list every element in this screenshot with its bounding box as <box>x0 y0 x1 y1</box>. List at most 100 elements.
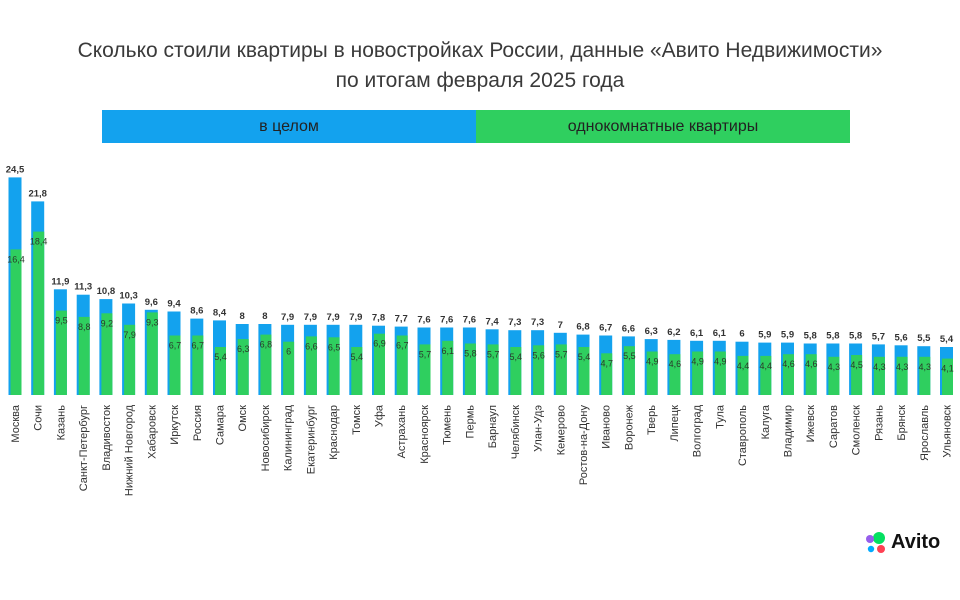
label-one-room-23: 5,6 <box>532 350 545 360</box>
label-one-room-36: 4,3 <box>828 362 841 372</box>
label-one-room-35: 4,6 <box>805 359 818 369</box>
category-label-15: Томск <box>351 405 363 435</box>
label-one-room-1: 18,4 <box>30 237 48 247</box>
category-label-25: Ростов-на-Дону <box>578 405 590 486</box>
bar-one-room-16 <box>374 333 385 395</box>
label-all-1: 21,8 <box>28 188 47 199</box>
bar-one-room-28 <box>646 351 658 395</box>
bar-one-room-14 <box>328 337 340 395</box>
label-all-18: 7,6 <box>417 315 430 326</box>
category-label-21: Барнаул <box>487 405 499 448</box>
label-one-room-15: 5,4 <box>351 352 364 362</box>
label-one-room-10: 6,3 <box>237 344 250 354</box>
label-all-11: 8 <box>262 311 267 322</box>
bar-one-room-27 <box>623 346 635 395</box>
bar-one-room-13 <box>305 336 317 395</box>
category-label-6: Хабаровск <box>146 405 158 459</box>
category-label-3: Санкт-Петербург <box>78 405 90 491</box>
bar-one-room-18 <box>419 344 431 395</box>
label-all-25: 6,8 <box>576 322 589 333</box>
bar-one-room-7 <box>169 335 181 395</box>
label-all-24: 7 <box>558 320 563 331</box>
category-label-7: Иркутск <box>169 405 181 445</box>
label-all-7: 9,4 <box>167 299 181 310</box>
label-one-room-2: 9,5 <box>55 316 68 326</box>
label-all-39: 5,6 <box>894 332 907 343</box>
bar-one-room-38 <box>873 356 885 395</box>
category-label-8: Россия <box>192 405 204 441</box>
label-one-room-37: 4,5 <box>850 360 863 370</box>
label-one-room-16: 6,9 <box>373 339 386 349</box>
category-label-33: Калуга <box>760 404 772 439</box>
category-label-41: Ульяновск <box>942 405 954 458</box>
category-label-36: Саратов <box>828 405 840 448</box>
bar-one-room-17 <box>396 335 408 395</box>
label-one-room-30: 4,9 <box>691 357 704 367</box>
label-all-13: 7,9 <box>304 312 317 323</box>
label-one-room-20: 5,8 <box>464 349 477 359</box>
bar-one-room-20 <box>464 343 476 395</box>
category-label-0: Москва <box>10 404 22 442</box>
bar-one-room-5 <box>124 324 136 395</box>
label-one-room-5: 7,9 <box>123 330 136 340</box>
bar-one-room-12 <box>283 341 295 395</box>
category-label-16: Уфа <box>374 404 386 427</box>
label-all-30: 6,1 <box>690 328 704 339</box>
label-one-room-6: 9,3 <box>146 317 159 327</box>
label-all-36: 5,8 <box>826 331 839 342</box>
label-one-room-26: 4,7 <box>600 358 613 368</box>
label-one-room-27: 5,5 <box>623 351 636 361</box>
bar-one-room-33 <box>760 355 772 395</box>
label-all-38: 5,7 <box>872 331 885 342</box>
label-one-room-3: 8,8 <box>78 322 91 332</box>
label-all-3: 11,3 <box>74 282 92 293</box>
category-label-12: Калининград <box>283 404 295 471</box>
category-label-18: Красноярск <box>419 405 431 464</box>
label-all-28: 6,3 <box>645 326 658 337</box>
label-all-19: 7,6 <box>440 315 453 326</box>
bar-one-room-21 <box>487 344 499 395</box>
chart-title-line-2: по итогам февраля 2025 года <box>335 69 625 92</box>
label-one-room-14: 6,5 <box>328 342 341 352</box>
bar-one-room-36 <box>828 356 840 395</box>
label-all-9: 8,4 <box>213 307 227 318</box>
bar-one-room-37 <box>851 355 863 395</box>
category-label-30: Волгоград <box>692 404 704 457</box>
category-label-17: Астрахань <box>396 405 408 459</box>
bar-one-room-0 <box>10 249 22 395</box>
bar-one-room-34 <box>783 354 794 395</box>
bar-one-room-10 <box>237 339 249 395</box>
label-all-21: 7,4 <box>485 316 499 327</box>
bar-one-room-15 <box>351 347 363 395</box>
label-one-room-33: 4,4 <box>760 361 773 371</box>
category-label-27: Воронеж <box>623 404 635 450</box>
bar-one-room-1 <box>33 231 45 395</box>
label-all-29: 6,2 <box>667 327 680 338</box>
bar-one-room-22 <box>510 347 522 395</box>
legend-item-all: в целом <box>102 110 476 143</box>
label-one-room-9: 5,4 <box>214 352 227 362</box>
category-label-32: Ставрополь <box>737 405 749 466</box>
label-one-room-4: 9,2 <box>101 318 114 328</box>
category-label-2: Казань <box>55 405 67 441</box>
label-one-room-40: 4,3 <box>919 362 932 372</box>
label-one-room-18: 5,7 <box>419 349 432 359</box>
bar-one-room-35 <box>805 354 817 395</box>
label-all-26: 6,7 <box>599 323 612 334</box>
bar-one-room-26 <box>601 353 613 395</box>
label-one-room-8: 6,7 <box>192 341 205 351</box>
bar-one-room-19 <box>442 340 454 395</box>
bar-one-room-25 <box>578 347 590 395</box>
category-label-23: Улан-Удэ <box>533 405 545 452</box>
label-all-14: 7,9 <box>326 312 339 323</box>
label-all-8: 8,6 <box>190 306 203 317</box>
label-all-31: 6,1 <box>713 328 727 339</box>
label-all-0: 24,5 <box>6 164 25 175</box>
bar-one-room-6 <box>146 312 158 395</box>
label-one-room-39: 4,3 <box>896 362 909 372</box>
label-all-32: 6 <box>739 329 744 340</box>
avito-logo: Avito <box>864 528 940 556</box>
avito-logo-icon <box>866 532 885 553</box>
category-label-31: Тула <box>714 404 726 429</box>
